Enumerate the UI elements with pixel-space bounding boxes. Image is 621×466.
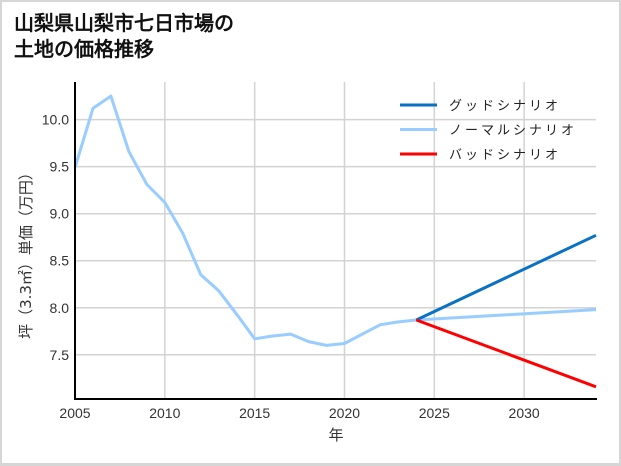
x-tick-label: 2015: [239, 405, 270, 421]
grid-lines: [75, 82, 596, 399]
x-axis-label: 年: [328, 426, 343, 444]
y-tick-label: 7.5: [50, 347, 70, 363]
y-axis-label: 坪（3.3㎡）単価（万円）: [17, 165, 35, 339]
legend-label: グッドシナリオ: [449, 99, 561, 114]
y-tick-label: 9.5: [50, 159, 70, 175]
axes: [74, 82, 597, 400]
y-tick-label: 8.0: [50, 300, 70, 316]
legend-label: バッドシナリオ: [449, 148, 561, 163]
legend-label: ノーマルシナリオ: [449, 124, 577, 139]
y-tick-label: 10.0: [42, 112, 69, 128]
x-tick-label: 2010: [149, 405, 180, 421]
x-tick-labels: 2005 2010 2015 2020 2025 2030: [59, 405, 539, 421]
x-tick-label: 2030: [509, 405, 540, 421]
series-lines: [73, 94, 597, 389]
series-line: [415, 318, 597, 389]
y-tick-label: 8.5: [50, 253, 70, 269]
series-line: [415, 233, 597, 322]
x-tick-label: 2005: [59, 405, 90, 421]
y-tick-labels: 7.5 8.0 8.5 9.0 9.5 10.0: [42, 112, 69, 363]
series-line: [73, 94, 597, 347]
chart-title: 山梨県山梨市七日市場の 土地の価格推移: [14, 11, 234, 61]
y-tick-label: 9.0: [50, 206, 70, 222]
x-tick-label: 2020: [329, 405, 360, 421]
x-tick-label: 2025: [419, 405, 450, 421]
